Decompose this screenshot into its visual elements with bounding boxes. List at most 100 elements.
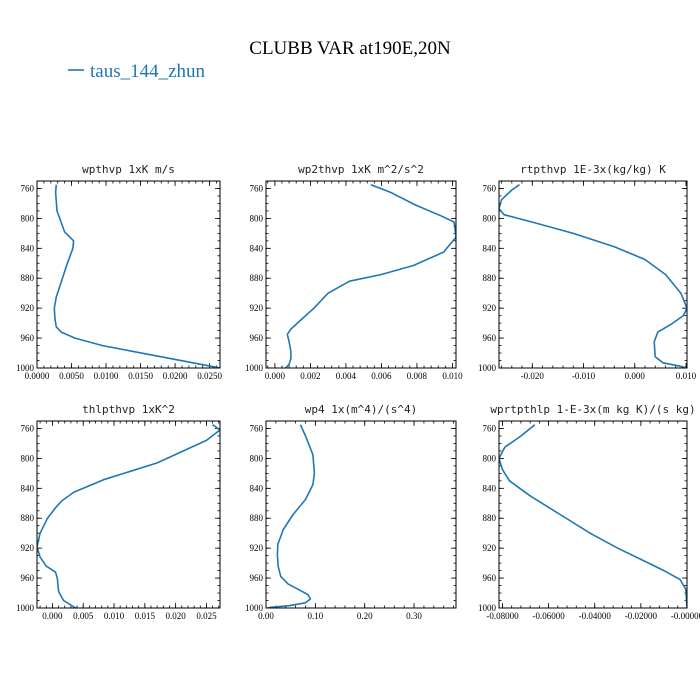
y-tick-label: 760 [250,183,264,193]
y-tick-label: 840 [250,243,264,253]
plot-frame [36,420,221,609]
y-tick-label: 960 [483,333,497,343]
y-tick-label: 960 [21,573,35,583]
y-tick-label: 880 [250,513,264,523]
y-tick-label: 1000 [478,603,497,613]
y-tick-label: 800 [250,213,264,223]
y-tick-label: 880 [250,273,264,283]
legend: taus_144_zhun [68,61,206,82]
legend-label: taus_144_zhun [90,61,206,82]
x-tick-label: 0.006 [371,371,392,381]
plot-frame [498,420,688,609]
series-line [37,424,220,608]
series-line [267,424,316,608]
y-tick-label: 1000 [478,363,497,373]
y-tick-label: 960 [483,573,497,583]
y-tick-label: 840 [250,483,264,493]
x-tick-label: 0.0100 [94,371,119,381]
x-tick-label: 0.025 [196,611,217,621]
y-tick-label: 880 [483,273,497,283]
y-tick-label: 880 [21,273,35,283]
subplot-title: wprtpthlp 1-E-3x(m kg K)/(s kg) [490,403,695,416]
y-tick-label: 840 [483,483,497,493]
x-tick-label: 0.005 [73,611,94,621]
x-tick-label: -0.00000 [671,611,700,621]
x-tick-label: 0.000 [42,611,63,621]
x-tick-label: 0.000 [265,371,286,381]
subplot-grid: wpthvp 1xK m/s 0.0000 0.0050 0.0100 0.0150 0.… [16,163,700,621]
series-line [284,183,456,368]
y-tick-label: 960 [250,573,264,583]
series-line [53,184,220,368]
x-tick-label: 0.30 [406,611,422,621]
subplot-title: wp2thvp 1xK m^2/s^2 [298,163,424,176]
y-tick-label: 800 [483,213,497,223]
y-tick-label: 880 [483,513,497,523]
x-tick-label: 0.0000 [25,371,50,381]
y-tick-label: 920 [483,303,497,313]
y-tick-label: 920 [483,543,497,553]
x-tick-label: 0.0150 [128,371,153,381]
subplot-title: wp4 1x(m^4)/(s^4) [305,403,418,416]
plot-frame [498,180,688,369]
x-tick-label: 0.002 [300,371,320,381]
y-tick-label: 800 [483,453,497,463]
x-tick-label: -0.08000 [486,611,519,621]
subplot-5: wp4 1x(m^4)/(s^4) 0.00 0.10 0.20 0.30 760 800 8… [245,403,457,621]
y-tick-label: 800 [250,453,264,463]
subplot-4: thlpthvp 1xK^2 0.000 0.005 0.010 0.015 0.020 0… [16,403,221,621]
y-tick-label: 760 [250,423,264,433]
plot-frame [36,180,221,369]
x-tick-label: 0.10 [307,611,323,621]
y-tick-label: 840 [483,243,497,253]
y-tick-label: 840 [21,243,35,253]
y-tick-label: 920 [21,303,35,313]
x-tick-label: 0.00 [258,611,274,621]
y-tick-label: 1000 [245,603,264,613]
y-tick-label: 760 [483,183,497,193]
y-tick-label: 760 [21,183,35,193]
y-tick-label: 920 [250,303,264,313]
subplot-1: wpthvp 1xK m/s 0.0000 0.0050 0.0100 0.0150 0.… [16,163,223,381]
x-tick-label: 0.015 [135,611,156,621]
series-line [499,184,687,368]
subplot-title: rtpthvp 1E-3x(kg/kg) K [520,163,666,176]
y-tick-label: 840 [21,483,35,493]
series-line [499,424,687,608]
subplot-3: rtpthvp 1E-3x(kg/kg) K -0.020 -0.010 0.000 0… [478,163,697,381]
y-tick-label: 800 [21,213,35,223]
x-tick-label: 0.20 [357,611,373,621]
y-tick-label: 800 [21,453,35,463]
x-tick-label: -0.04000 [579,611,612,621]
x-tick-label: 0.010 [676,371,697,381]
x-tick-label: 0.010 [442,371,463,381]
y-tick-label: 1000 [245,363,264,373]
y-tick-label: 1000 [16,363,35,373]
y-tick-label: 1000 [16,603,35,613]
x-tick-label: 0.0250 [197,371,222,381]
y-tick-label: 960 [21,333,35,343]
plot-frame [265,420,457,609]
x-tick-label: 0.000 [625,371,646,381]
x-tick-label: 0.008 [407,371,428,381]
subplot-6: wprtpthlp 1-E-3x(m kg K)/(s kg) -0.08000 -… [478,403,700,621]
y-tick-label: 960 [250,333,264,343]
x-tick-label: -0.06000 [532,611,565,621]
x-tick-label: 0.020 [166,611,187,621]
figure-title: CLUBB VAR at190E,20N [249,38,451,59]
y-tick-label: 920 [21,543,35,553]
x-tick-label: -0.02000 [625,611,658,621]
y-tick-label: 760 [21,423,35,433]
x-tick-label: -0.010 [572,371,596,381]
subplot-title: wpthvp 1xK m/s [82,163,175,176]
x-tick-label: 0.010 [104,611,125,621]
plot-frame [265,180,457,369]
y-tick-label: 920 [250,543,264,553]
y-tick-label: 760 [483,423,497,433]
x-tick-label: 0.0200 [163,371,188,381]
x-tick-label: -0.020 [521,371,545,381]
x-tick-label: 0.004 [336,371,357,381]
y-tick-label: 880 [21,513,35,523]
subplot-2: wp2thvp 1xK m^2/s^2 0.000 0.002 0.004 0.006 0… [245,163,463,381]
